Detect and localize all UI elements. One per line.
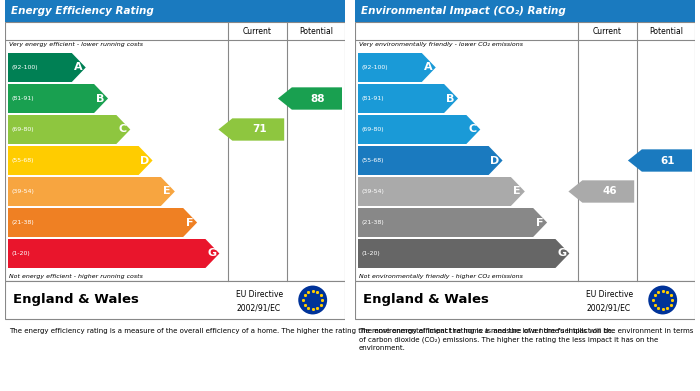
Bar [355, 281, 695, 319]
Text: 88: 88 [311, 93, 326, 104]
Text: Potential: Potential [299, 27, 333, 36]
Text: Potential: Potential [649, 27, 683, 36]
Text: (55-68): (55-68) [361, 158, 384, 163]
Text: D: D [140, 156, 149, 165]
Text: E: E [163, 187, 171, 197]
Text: Environmental Impact (CO₂) Rating: Environmental Impact (CO₂) Rating [361, 6, 566, 16]
Text: 2002/91/EC: 2002/91/EC [586, 303, 630, 312]
Polygon shape [8, 177, 175, 206]
Polygon shape [8, 115, 130, 144]
Text: D: D [490, 156, 499, 165]
Text: 71: 71 [252, 124, 267, 135]
Text: (21-38): (21-38) [361, 220, 384, 225]
Circle shape [648, 285, 677, 314]
Text: C: C [468, 124, 477, 135]
Text: (39-54): (39-54) [361, 189, 384, 194]
Text: The environmental impact rating is a measure of a home's impact on the environme: The environmental impact rating is a mea… [359, 328, 694, 351]
Polygon shape [358, 84, 458, 113]
Text: England & Wales: England & Wales [13, 294, 139, 307]
Polygon shape [8, 146, 153, 175]
Text: (1-20): (1-20) [11, 251, 29, 256]
Polygon shape [358, 208, 547, 237]
Text: (81-91): (81-91) [11, 96, 34, 101]
Polygon shape [8, 239, 219, 268]
Text: England & Wales: England & Wales [363, 294, 489, 307]
Polygon shape [358, 177, 525, 206]
Text: Very energy efficient - lower running costs: Very energy efficient - lower running co… [9, 42, 143, 47]
Text: A: A [424, 63, 433, 72]
Circle shape [298, 285, 327, 314]
Polygon shape [358, 146, 503, 175]
Text: (1-20): (1-20) [361, 251, 379, 256]
Text: 46: 46 [602, 187, 617, 197]
Text: EU Directive: EU Directive [586, 290, 634, 299]
Text: (92-100): (92-100) [11, 65, 38, 70]
Polygon shape [568, 180, 634, 203]
Text: (21-38): (21-38) [11, 220, 34, 225]
Text: C: C [118, 124, 127, 135]
Text: Energy Efficiency Rating: Energy Efficiency Rating [11, 6, 154, 16]
Text: 61: 61 [661, 156, 676, 165]
Polygon shape [218, 118, 284, 141]
Polygon shape [278, 87, 342, 109]
Polygon shape [358, 239, 569, 268]
Bar [355, 0, 695, 22]
Polygon shape [8, 84, 108, 113]
Polygon shape [358, 115, 480, 144]
Text: (92-100): (92-100) [361, 65, 388, 70]
Text: EU Directive: EU Directive [236, 290, 284, 299]
Polygon shape [8, 208, 197, 237]
Text: The energy efficiency rating is a measure of the overall efficiency of a home. T: The energy efficiency rating is a measur… [9, 328, 614, 334]
Text: Not energy efficient - higher running costs: Not energy efficient - higher running co… [9, 274, 143, 279]
Text: A: A [74, 63, 83, 72]
Polygon shape [628, 149, 692, 172]
Text: E: E [513, 187, 521, 197]
Text: (69-80): (69-80) [361, 127, 384, 132]
Text: Very environmentally friendly - lower CO₂ emissions: Very environmentally friendly - lower CO… [359, 42, 523, 47]
Bar [355, 22, 695, 281]
Bar [5, 281, 345, 319]
Text: Current: Current [243, 27, 272, 36]
Text: B: B [96, 93, 104, 104]
Text: F: F [186, 217, 193, 228]
Polygon shape [8, 53, 86, 82]
Text: (81-91): (81-91) [361, 96, 384, 101]
Text: Not environmentally friendly - higher CO₂ emissions: Not environmentally friendly - higher CO… [359, 274, 523, 279]
Bar [5, 22, 345, 281]
Text: G: G [207, 249, 216, 258]
Text: F: F [536, 217, 543, 228]
Text: Current: Current [593, 27, 622, 36]
Text: (39-54): (39-54) [11, 189, 34, 194]
Bar [5, 0, 345, 22]
Text: 2002/91/EC: 2002/91/EC [236, 303, 280, 312]
Text: (69-80): (69-80) [11, 127, 34, 132]
Polygon shape [358, 53, 436, 82]
Text: B: B [446, 93, 454, 104]
Text: (55-68): (55-68) [11, 158, 34, 163]
Text: G: G [557, 249, 566, 258]
